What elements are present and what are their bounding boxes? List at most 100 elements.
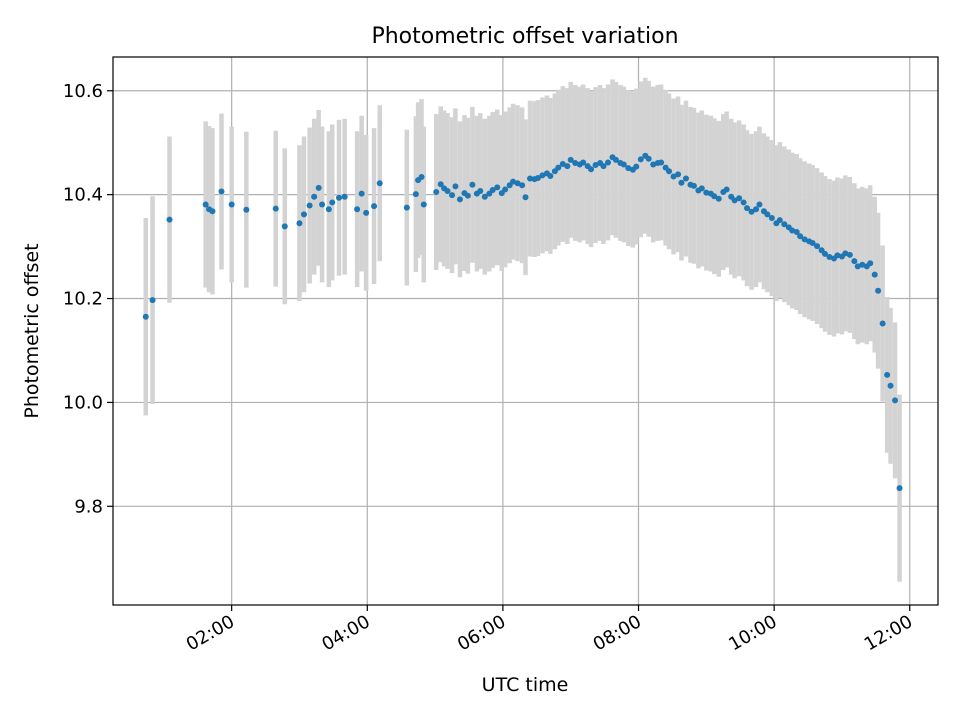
data-point — [896, 485, 903, 492]
data-point — [637, 156, 644, 163]
data-point — [514, 180, 521, 187]
data-point — [502, 186, 509, 193]
data-point — [300, 211, 307, 218]
data-point — [859, 261, 866, 268]
data-point — [753, 206, 760, 213]
data-point — [464, 192, 471, 199]
data-point — [539, 172, 546, 179]
data-point — [801, 236, 808, 243]
data-point — [600, 163, 607, 170]
data-point — [371, 203, 378, 210]
x-axis-label: UTC time — [482, 674, 569, 696]
data-point — [555, 164, 562, 171]
data-point — [809, 239, 816, 246]
data-point — [731, 197, 738, 204]
data-point — [325, 206, 332, 213]
data-point — [341, 193, 348, 200]
data-point — [588, 166, 595, 173]
data-point — [744, 205, 751, 212]
data-point — [142, 313, 149, 320]
data-point — [358, 190, 365, 197]
y-tick-label: 10.4 — [63, 185, 103, 206]
data-point — [363, 209, 370, 216]
y-tick-label: 10.6 — [63, 81, 103, 102]
data-point — [797, 233, 804, 240]
data-point — [675, 171, 682, 178]
data-point — [871, 271, 878, 278]
data-point — [272, 205, 279, 212]
data-point — [620, 161, 627, 168]
data-point — [452, 183, 459, 190]
data-point — [756, 201, 763, 208]
data-point — [625, 165, 632, 172]
data-point — [580, 159, 587, 166]
data-point — [879, 320, 886, 327]
data-point — [711, 193, 718, 200]
data-point — [834, 252, 841, 259]
data-point — [884, 371, 891, 378]
y-tick-label: 10.0 — [63, 392, 103, 413]
data-point — [592, 162, 599, 169]
plot-frame — [112, 56, 939, 606]
data-point — [311, 193, 318, 200]
data-point — [854, 263, 861, 270]
data-point — [678, 179, 685, 186]
data-point — [444, 188, 451, 195]
data-point — [851, 258, 858, 265]
data-point — [650, 161, 657, 168]
data-point — [403, 204, 410, 211]
data-point — [469, 181, 476, 188]
data-point — [477, 188, 484, 195]
y-axis-label: Photometric offset — [21, 243, 43, 418]
data-point — [666, 168, 673, 175]
data-point — [218, 188, 225, 195]
data-point — [698, 185, 705, 192]
data-point — [494, 184, 501, 191]
data-point — [892, 397, 899, 404]
data-points — [142, 152, 903, 492]
y-tick-label: 10.2 — [63, 289, 103, 310]
data-point — [605, 159, 611, 166]
data-point — [567, 156, 574, 163]
data-point — [481, 193, 488, 200]
data-point — [814, 243, 821, 250]
data-point — [306, 202, 313, 209]
data-point — [715, 195, 722, 202]
data-point — [748, 208, 755, 215]
data-point — [572, 159, 579, 166]
data-point — [682, 175, 689, 182]
data-point — [768, 215, 775, 222]
data-point — [315, 184, 322, 191]
data-point — [776, 217, 783, 224]
data-point — [875, 287, 882, 294]
data-point — [658, 159, 665, 166]
data-point — [149, 297, 156, 304]
y-tick-label: 9.8 — [74, 496, 103, 517]
data-point — [522, 194, 529, 201]
data-point — [690, 182, 697, 189]
data-point — [281, 223, 288, 230]
data-point — [793, 229, 800, 236]
data-point — [418, 173, 425, 180]
data-point — [336, 194, 343, 201]
data-point — [670, 173, 677, 180]
data-point — [228, 201, 235, 208]
data-point — [846, 251, 853, 258]
data-point — [489, 186, 496, 193]
data-point — [842, 250, 849, 257]
data-point — [740, 199, 747, 206]
data-point — [329, 199, 336, 206]
data-point — [534, 175, 541, 182]
data-point — [764, 211, 771, 218]
data-point — [376, 180, 383, 187]
data-point — [354, 206, 361, 213]
data-point — [437, 181, 444, 188]
data-point — [202, 201, 209, 208]
data-point — [456, 196, 463, 203]
data-point — [243, 206, 250, 213]
data-point — [547, 172, 554, 179]
data-point — [703, 189, 710, 196]
data-point — [867, 260, 874, 267]
data-point — [887, 382, 894, 389]
